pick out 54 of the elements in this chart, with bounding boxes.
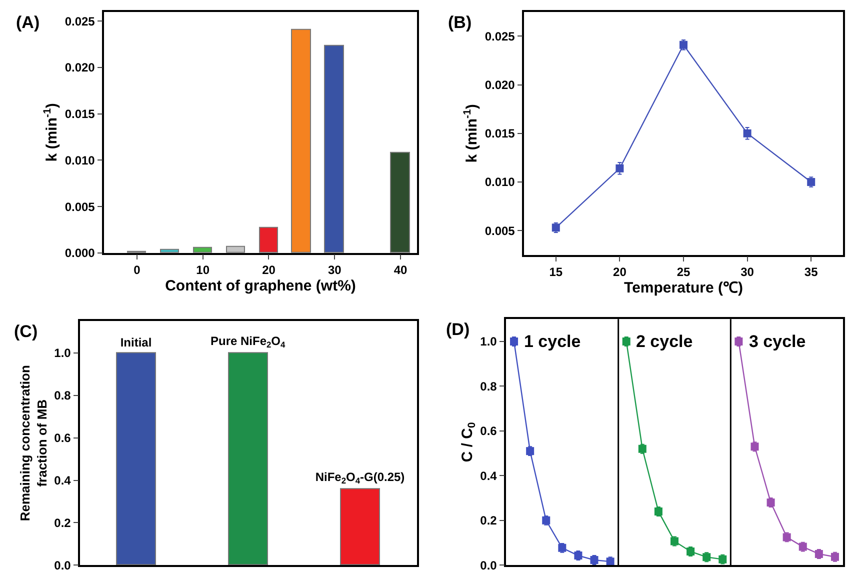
y-tick-label: 0.015	[64, 107, 96, 122]
y-tick-label: 1.0	[54, 346, 72, 360]
y-tick-label: 0.2	[480, 514, 498, 528]
y-tick-label: 0.6	[480, 424, 498, 438]
y-tick-label: 0.2	[54, 516, 72, 530]
y-tick-label: 0.005	[64, 200, 96, 214]
y-tick-label: 0.025	[64, 14, 96, 28]
y-tick-label: 0.000	[64, 246, 96, 260]
x-axis-title: Content of graphene (wt%)	[165, 278, 356, 295]
y-tick-label: 0.010	[64, 153, 96, 168]
y-tick-label: 0.015	[484, 126, 516, 141]
y-tick-label: 0.4	[480, 468, 498, 483]
y-tick-label: 0.8	[480, 379, 498, 394]
bar	[291, 28, 311, 253]
x-tick-label: 10	[196, 263, 210, 278]
category-label: NiFe$_{2}$O$_{4}$-G(0.25)	[315, 470, 405, 486]
y-tick-label: 0.0	[54, 558, 72, 572]
y-tick-label: 0.020	[484, 78, 516, 92]
chart-title: (C)	[14, 322, 38, 341]
chart-title: (A)	[16, 13, 40, 32]
bar	[390, 152, 410, 253]
category-label: Pure NiFe$_{2}$O$_{4}$	[210, 334, 286, 350]
chart-title: (B)	[448, 13, 472, 32]
series-label: 3 cycle	[749, 332, 806, 351]
x-tick-label: 15	[549, 265, 563, 280]
x-tick-label: 40	[394, 263, 408, 278]
bar	[324, 44, 344, 253]
point	[743, 129, 752, 138]
x-tick-label: 20	[613, 265, 627, 280]
chart-title: (D)	[446, 320, 470, 339]
y-axis-title: Remaining concentration fraction of MB	[18, 365, 50, 522]
y-tick-label: 0.6	[54, 431, 72, 446]
y-tick-label: 0.010	[484, 175, 516, 190]
point	[616, 164, 624, 172]
x-tick-label: 30	[740, 265, 754, 280]
x-tick-label: 35	[804, 265, 818, 280]
series-label: 1 cycle	[524, 332, 581, 351]
y-tick-label: 0.8	[54, 388, 72, 403]
category-label: Initial	[120, 336, 152, 350]
y-tick-label: 0.005	[484, 224, 516, 238]
bar	[193, 246, 212, 253]
y-tick-label: 0.025	[484, 29, 516, 44]
x-tick-label: 0	[134, 263, 141, 278]
y-tick-label: 0.0	[480, 558, 498, 572]
x-tick-label: 25	[676, 265, 690, 280]
bar	[259, 226, 278, 253]
y-tick-label: 0.020	[64, 60, 96, 75]
y-tick-label: 1.0	[480, 334, 498, 349]
bar	[226, 246, 245, 253]
series-label: 2 cycle	[636, 332, 693, 351]
x-tick-label: 30	[328, 263, 342, 278]
x-tick-label: 20	[262, 263, 276, 278]
y-tick-label: 0.4	[54, 473, 72, 488]
x-axis-title: Temperature (℃)	[624, 280, 743, 297]
